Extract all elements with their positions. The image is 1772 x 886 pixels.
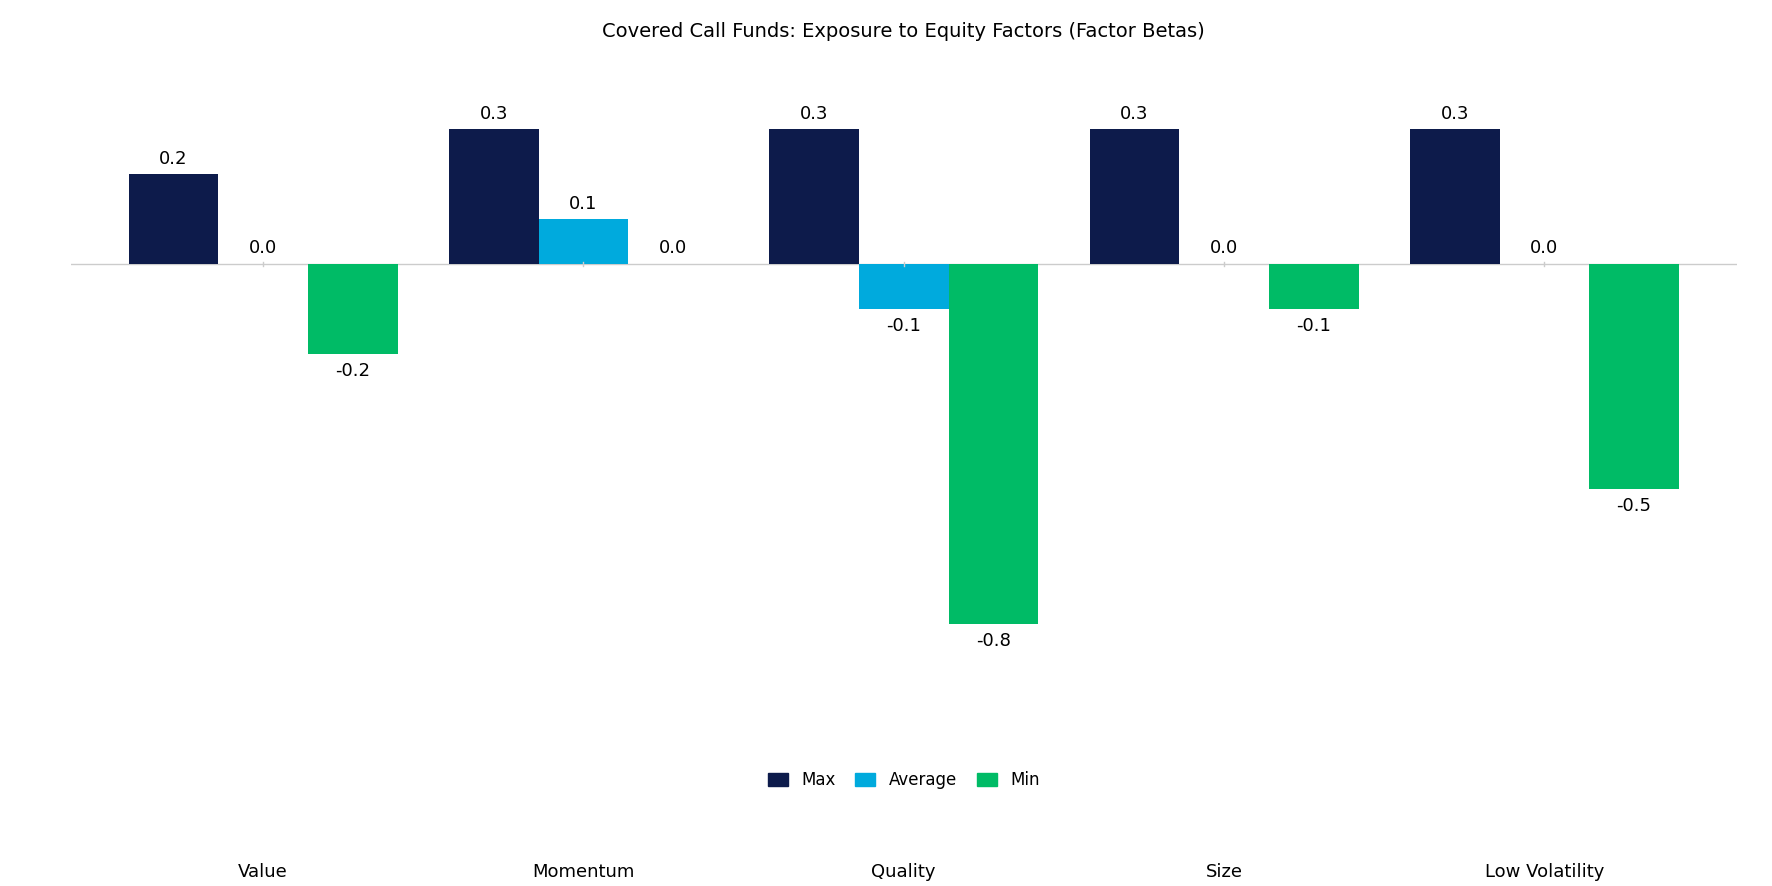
- Bar: [948, 264, 1038, 624]
- Text: 0.0: 0.0: [1210, 239, 1239, 258]
- Bar: [769, 129, 859, 264]
- Text: 0.0: 0.0: [248, 239, 276, 258]
- Bar: [1090, 129, 1178, 264]
- Bar: [308, 264, 397, 354]
- Text: 0.0: 0.0: [1531, 239, 1559, 258]
- Legend: Max, Average, Min: Max, Average, Min: [760, 765, 1047, 796]
- Text: -0.1: -0.1: [1297, 317, 1331, 335]
- Text: -0.2: -0.2: [335, 362, 370, 380]
- Title: Covered Call Funds: Exposure to Equity Factors (Factor Betas): Covered Call Funds: Exposure to Equity F…: [602, 22, 1205, 41]
- Text: 0.3: 0.3: [799, 105, 828, 122]
- Text: -0.8: -0.8: [976, 632, 1010, 649]
- Bar: [448, 129, 539, 264]
- Text: 0.3: 0.3: [1441, 105, 1469, 122]
- Bar: [859, 264, 948, 309]
- Text: 0.3: 0.3: [480, 105, 509, 122]
- Bar: [1411, 129, 1499, 264]
- Bar: [539, 219, 629, 264]
- Text: 0.2: 0.2: [159, 150, 188, 167]
- Bar: [129, 175, 218, 264]
- Text: -0.1: -0.1: [886, 317, 921, 335]
- Bar: [1589, 264, 1678, 489]
- Bar: [1269, 264, 1359, 309]
- Text: 0.3: 0.3: [1120, 105, 1148, 122]
- Text: -0.5: -0.5: [1616, 497, 1652, 515]
- Text: 0.0: 0.0: [659, 239, 688, 258]
- Text: 0.1: 0.1: [569, 195, 597, 213]
